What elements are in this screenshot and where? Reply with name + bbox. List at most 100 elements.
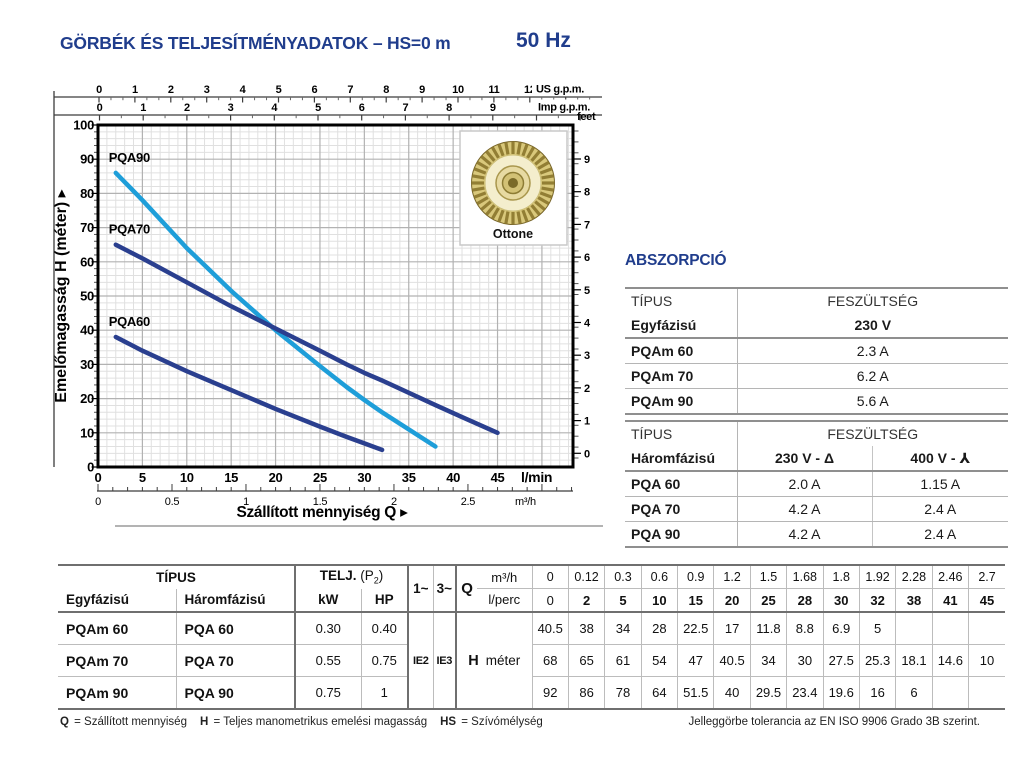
- h-value: 40.5: [531, 612, 569, 645]
- hp-value: 1: [360, 676, 409, 709]
- chart-text: 2: [391, 496, 397, 508]
- h-value: 65: [567, 644, 605, 677]
- phase-label: Egyfázisú: [625, 313, 738, 339]
- voltage-delta: 230 V - Δ: [737, 446, 873, 472]
- chart-text: 4: [271, 102, 278, 114]
- chart-text: 0: [96, 84, 102, 96]
- chart-text: 5: [139, 470, 146, 485]
- column-header: FESZÜLTSÉG: [827, 293, 919, 309]
- chart-text: 6: [311, 84, 317, 96]
- q-m3h-value: 1.92: [858, 565, 896, 589]
- chart-text: Imp g.p.m.: [538, 102, 590, 114]
- chart-text: 4: [240, 84, 247, 96]
- one-phase-header: 1~: [407, 565, 434, 613]
- legend-item: H = Teljes manometrikus emelési magasság: [199, 716, 428, 728]
- q-m3h-value: 0: [531, 565, 569, 589]
- pump-type-single: PQAm 70: [58, 644, 176, 677]
- h-value: 92: [531, 676, 569, 709]
- chart-text: 8: [584, 187, 590, 199]
- q-label: Q: [461, 580, 473, 597]
- chart-text: feet: [577, 111, 596, 123]
- chart-text: 0: [95, 470, 102, 485]
- pump-type: PQA 70: [625, 496, 738, 522]
- h-value: 54: [640, 644, 678, 677]
- chart-text: 9: [584, 154, 590, 166]
- absorption-heading: ABSZORPCIÓ: [625, 252, 727, 269]
- chart-text: 5: [584, 285, 590, 297]
- chart-text: 2: [168, 84, 174, 96]
- current-value: 2.4 A: [872, 496, 1009, 522]
- h-value: 14.6: [931, 644, 969, 677]
- h-value: [895, 612, 933, 645]
- table-row: PQA 70 4.2 A 2.4 A: [625, 496, 1009, 522]
- chart-text: 60: [80, 254, 94, 269]
- frequency-label: 50 Hz: [516, 29, 571, 52]
- chart-text: 20: [80, 391, 94, 406]
- absorption-three-phase-table: TÍPUS FESZÜLTSÉG Háromfázisú 230 V - Δ 400 V…: [625, 420, 1009, 548]
- ie2-badge: IE2: [407, 612, 434, 709]
- table-row: PQA 90 4.2 A 2.4 A: [625, 521, 1008, 547]
- q-lperc-value: 0: [531, 588, 569, 613]
- table-row: TÍPUS FESZÜLTSÉG: [625, 288, 1008, 313]
- h-value: 6.9: [822, 612, 860, 645]
- q-m3h-value: 0.9: [677, 565, 714, 589]
- chart-text: 80: [80, 186, 94, 201]
- h-value: 27.5: [822, 644, 860, 677]
- chart-text: 3: [204, 84, 210, 96]
- x-axis-label: Szállított mennyiség Q ▸: [236, 504, 408, 521]
- chart-text: 1: [132, 84, 138, 96]
- chart-text: 7: [347, 84, 353, 96]
- table-row: PQAm 70 PQA 70 0.55 0.75 68 65 61 54 47 40.5 34 30 2…: [58, 644, 1005, 677]
- h-value: 25.3: [858, 644, 896, 677]
- q-lperc-value: 10: [640, 588, 678, 613]
- h-value: 16: [858, 676, 896, 709]
- h-value: 51.5: [677, 676, 714, 709]
- h-value: 17: [713, 612, 751, 645]
- absorption-single-phase-table: TÍPUS FESZÜLTSÉG Egyfázisú 230 V PQAm 60 2.3 …: [625, 287, 1008, 415]
- curve-label-pqa60: PQA60: [109, 314, 150, 329]
- voltage-star: 400 V - ⅄: [872, 446, 1009, 472]
- chart-text: 0: [97, 102, 103, 114]
- chart-text: 30: [80, 357, 94, 372]
- chart-text: US g.p.m.: [536, 84, 584, 96]
- h-value: 86: [567, 676, 605, 709]
- chart-text: 0: [95, 496, 101, 508]
- chart-text: 40: [80, 323, 94, 338]
- kw-value: 0.55: [294, 644, 362, 677]
- current-value: 1.15 A: [872, 471, 1009, 497]
- current-value: 2.3 A: [737, 338, 1008, 364]
- chart-text: 70: [80, 220, 94, 235]
- q-m3h-value: 0.12: [567, 565, 605, 589]
- h-value: 68: [531, 644, 569, 677]
- q-lperc-value: 20: [713, 588, 751, 613]
- chart-text: 0.5: [165, 496, 180, 508]
- h-value: 61: [604, 644, 642, 677]
- chart-text: 40: [446, 470, 460, 485]
- q-lperc-value: 38: [895, 588, 933, 613]
- current-value: 5.6 A: [856, 393, 889, 409]
- chart-text: 100: [73, 118, 94, 133]
- q-lperc-value: 32: [858, 588, 896, 613]
- q-lperc-value: 25: [749, 588, 787, 613]
- m3h-unit-label: m³/h: [477, 567, 532, 589]
- h-value: 6: [895, 676, 933, 709]
- pump-type-three: PQA 70: [175, 644, 296, 677]
- y-axis-label: Emelőmagasság H (méter) ▸: [53, 189, 70, 402]
- h-value: 8.8: [786, 612, 824, 645]
- chart-text: 3: [228, 102, 234, 114]
- chart-text: 90: [80, 152, 94, 167]
- pump-type-three: PQA 90: [175, 676, 296, 709]
- impeller-caption: Ottone: [493, 227, 533, 241]
- pump-type: PQAm 60: [625, 338, 738, 364]
- h-value: 40: [713, 676, 751, 709]
- chart-text: 10: [452, 84, 464, 96]
- chart-text: 35: [402, 470, 416, 485]
- q-lperc-value: 30: [822, 588, 860, 613]
- h-value: 64: [640, 676, 678, 709]
- chart-text: 8: [446, 102, 452, 114]
- chart-text: 10: [80, 425, 94, 440]
- single-phase-column-header: Egyfázisú: [58, 588, 176, 613]
